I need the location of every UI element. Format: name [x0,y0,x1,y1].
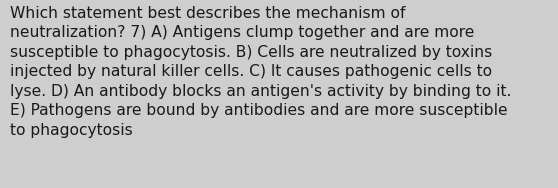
Text: Which statement best describes the mechanism of
neutralization? 7) A) Antigens c: Which statement best describes the mecha… [10,6,512,138]
